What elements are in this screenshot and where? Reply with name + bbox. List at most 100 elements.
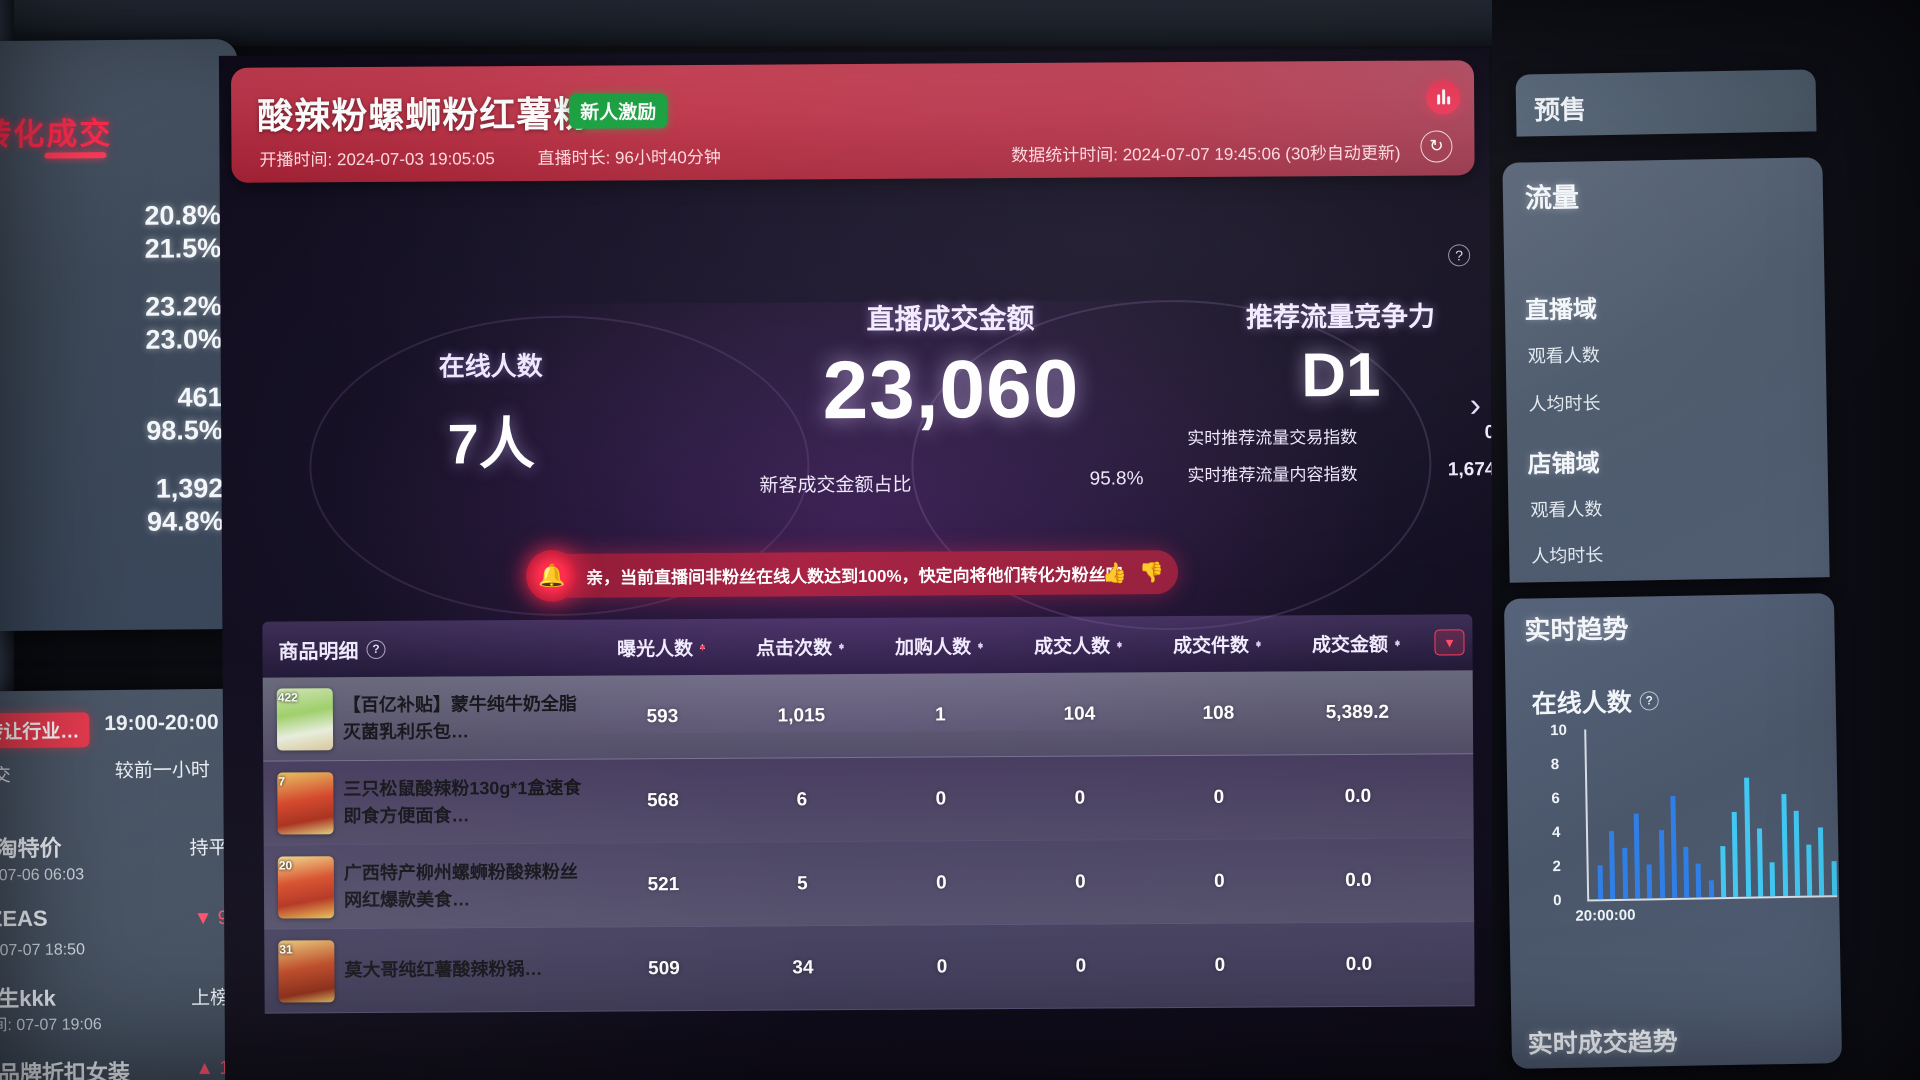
sort-icon[interactable]: ▲ ▼ bbox=[1253, 637, 1263, 650]
table-header-buyers[interactable]: 成交人数 ▲ ▼ bbox=[1009, 631, 1148, 659]
sort-icon[interactable]: ▲ ▼ bbox=[1114, 638, 1124, 651]
column-label: 曝光人数 bbox=[616, 638, 694, 660]
chart-bar bbox=[1793, 810, 1801, 896]
chart-bar bbox=[1633, 813, 1641, 899]
table-header-addcart[interactable]: 加购人数 ▲ ▼ bbox=[870, 632, 1009, 660]
kpi-online-viewers: 在线人数 7人 bbox=[351, 345, 632, 481]
list-item-time: 间: 07-06 06:03 bbox=[0, 866, 85, 885]
traffic-panel: 流量 直播域 观看人数 人均时长 店铺域 观看人数 人均时长 bbox=[1502, 157, 1830, 583]
table-header-units[interactable]: 成交件数 ▲ ▼ bbox=[1148, 630, 1287, 658]
section-title-live-domain: 直播域 bbox=[1524, 296, 1598, 325]
product-cell: 422 【百亿补贴】蒙牛纯牛奶全脂灭菌乳利乐包… bbox=[263, 686, 593, 751]
dashboard-main: 酸辣粉螺蛳粉红薯粉 新人激励 开播时间: 2024-07-03 19:05:05… bbox=[218, 48, 1496, 1080]
cell-amount: 0.0 bbox=[1345, 953, 1373, 975]
product-name: 莫大哥纯红薯酸辣粉锅… bbox=[344, 958, 543, 981]
thumbs-up-icon[interactable]: 👍 bbox=[1102, 562, 1128, 585]
chart-bar bbox=[1708, 880, 1714, 898]
thumbs-down-icon[interactable]: 👎 bbox=[1139, 562, 1165, 585]
list-item[interactable]: 萌品牌折扣女装 ▲ 1 bbox=[0, 1054, 244, 1080]
sort-icon[interactable]: ▲ ▼ bbox=[1392, 636, 1402, 649]
list-item-time: 时间: 07-07 19:06 bbox=[0, 1016, 102, 1035]
time-range-label: 19:00-20:00 bbox=[104, 710, 219, 736]
product-cell: 20 广西特产柳州螺蛳粉酸辣粉丝网红爆款美食… bbox=[264, 854, 594, 919]
y-tick-label: 2 bbox=[1552, 857, 1562, 876]
column-label: 成交人数 bbox=[1033, 635, 1111, 658]
help-icon[interactable]: ? bbox=[1448, 244, 1471, 267]
cell-addcart: 1 bbox=[935, 703, 946, 726]
y-tick-label: 0 bbox=[1553, 891, 1562, 910]
kpi-value: 7人 bbox=[447, 411, 536, 476]
product-thumbnail: 20 bbox=[277, 855, 335, 919]
chart-bar bbox=[1683, 846, 1690, 898]
industry-tag[interactable]: 转让行业… bbox=[0, 712, 90, 749]
kpi-detail-label: 实时推荐流量交易指数 bbox=[1187, 427, 1358, 448]
bar-chart-icon[interactable] bbox=[1426, 80, 1461, 115]
product-name: 【百亿补贴】蒙牛纯牛奶全脂灭菌乳利乐包… bbox=[342, 693, 577, 742]
cell-addcart: 0 bbox=[936, 871, 947, 894]
left-value: 94.8% bbox=[146, 506, 224, 538]
cell-units: 0 bbox=[1214, 870, 1225, 892]
product-cell: 31 莫大哥纯红薯酸辣粉锅… bbox=[264, 938, 594, 1003]
kpi-detail-row: 实时推荐流量内容指数 1,674 bbox=[1181, 459, 1495, 486]
table-row[interactable]: 422 【百亿补贴】蒙牛纯牛奶全脂灭菌乳利乐包… 593 1,015 1 104… bbox=[262, 670, 1474, 762]
y-tick-label: 4 bbox=[1551, 823, 1561, 842]
product-detail-table: 商品明细 ? 曝光人数 ▲ ▼ 点击次数 ▲ ▼ 加购人数 ▲ ▼ 成交人数 ▲ ▼ bbox=[262, 614, 1475, 1014]
chart-bar bbox=[1658, 830, 1665, 899]
table-row[interactable]: 20 广西特产柳州螺蛳粉酸辣粉丝网红爆款美食… 521 5 0 0 0 0.0 bbox=[263, 838, 1475, 930]
cell-clicks: 6 bbox=[796, 788, 808, 810]
presale-panel[interactable]: 预售 bbox=[1515, 69, 1817, 137]
left-ranking-panel: 转让行业… 19:00-20:00 交 较前一小时 厂淘特价 间: 07-06 … bbox=[0, 688, 247, 1080]
refresh-icon[interactable]: ↻ bbox=[1420, 130, 1453, 163]
cell-clicks: 5 bbox=[797, 872, 808, 894]
cell-exposure: 509 bbox=[648, 957, 680, 979]
left-overlay-panel: 转化成交 20.8% 21.5% 23.2% 23.0% 461 98.5% 1… bbox=[0, 38, 243, 632]
list-item-time: 间: 07-07 18:50 bbox=[0, 941, 86, 960]
online-viewers-chart: 10 8 6 4 2 0 20:00:00 bbox=[1536, 722, 1838, 925]
table-header-exposure[interactable]: 曝光人数 ▲ ▼ bbox=[592, 633, 731, 661]
cell-amount: 5,389.2 bbox=[1325, 701, 1390, 723]
table-collapse-cell: ▼ bbox=[1426, 629, 1472, 656]
list-item[interactable]: 厂淘特价 间: 07-06 06:03 持平 bbox=[0, 829, 241, 885]
chart-bar bbox=[1769, 862, 1776, 897]
chart-bar bbox=[1597, 865, 1604, 900]
trend-down-icon: ▼ bbox=[193, 907, 213, 930]
column-label: 成交件数 bbox=[1172, 635, 1250, 657]
sort-icon[interactable]: ▲ ▼ bbox=[836, 640, 846, 653]
chart-bar bbox=[1806, 844, 1813, 896]
page-title: 酸辣粉螺蛳粉红薯粉 bbox=[257, 93, 591, 137]
table-row[interactable]: 31 莫大哥纯红薯酸辣粉锅… 509 34 0 0 0 0.0 bbox=[264, 922, 1475, 1014]
chevron-down-icon[interactable]: ▼ bbox=[1434, 629, 1465, 656]
bell-icon: 🔔 bbox=[525, 549, 579, 603]
chevron-right-icon[interactable]: › bbox=[1469, 386, 1482, 425]
cell-buyers: 0 bbox=[1075, 871, 1086, 893]
kpi-sub-value: 95.8% bbox=[1089, 468, 1144, 490]
kpi-label: 推荐流量竞争力 bbox=[1245, 301, 1436, 333]
product-thumbnail: 7 bbox=[277, 771, 334, 835]
table-header-amount[interactable]: 成交金额 ▲ ▼ bbox=[1287, 629, 1426, 657]
notice-actions: 👍 👎 bbox=[1102, 560, 1164, 585]
sort-icon[interactable]: ▲ ▼ bbox=[698, 640, 707, 653]
rank-badge: 422 bbox=[277, 689, 298, 705]
list-item[interactable]: 花生kkk 时间: 07-07 19:06 上榜 bbox=[0, 979, 243, 1035]
fan-conversion-notice: 🔔 亲，当前直播间非粉丝在线人数达到100%，快定向将他们转化为粉丝吧 👍 👎 bbox=[525, 549, 1179, 603]
table-row[interactable]: 7 三只松鼠酸辣粉130g*1盒速食即食方便面食… 568 6 0 0 0 0.… bbox=[263, 754, 1474, 846]
list-item[interactable]: YZEAS 间: 07-07 18:50 ▼ 9 bbox=[0, 904, 242, 960]
metric-label: 观看人数 bbox=[1527, 345, 1600, 367]
cell-addcart: 0 bbox=[935, 787, 947, 810]
metric-label: 观看人数 bbox=[1530, 499, 1603, 521]
table-header-row: 商品明细 ? 曝光人数 ▲ ▼ 点击次数 ▲ ▼ 加购人数 ▲ ▼ 成交人数 ▲ ▼ bbox=[262, 614, 1473, 678]
list-item-name: YZEAS bbox=[0, 905, 48, 932]
sort-icon[interactable]: ▲ ▼ bbox=[975, 639, 985, 652]
kpi-gmv: 直播成交金额 23,060 新客成交金额占比 95.8% bbox=[740, 296, 1161, 498]
table-header-clicks[interactable]: 点击次数 ▲ ▼ bbox=[731, 632, 870, 660]
x-tick-label: 20:00:00 bbox=[1575, 906, 1636, 925]
help-icon[interactable]: ? bbox=[366, 639, 386, 659]
help-icon[interactable]: ? bbox=[1639, 690, 1659, 711]
chart-bar bbox=[1720, 846, 1727, 898]
cell-clicks: 34 bbox=[792, 956, 814, 978]
kpi-label: 在线人数 bbox=[438, 350, 543, 382]
stream-header-card: 酸辣粉螺蛳粉红薯粉 新人激励 开播时间: 2024-07-03 19:05:05… bbox=[230, 60, 1475, 183]
column-label: 加购人数 bbox=[894, 636, 972, 659]
chart-series-online bbox=[1592, 725, 1841, 900]
